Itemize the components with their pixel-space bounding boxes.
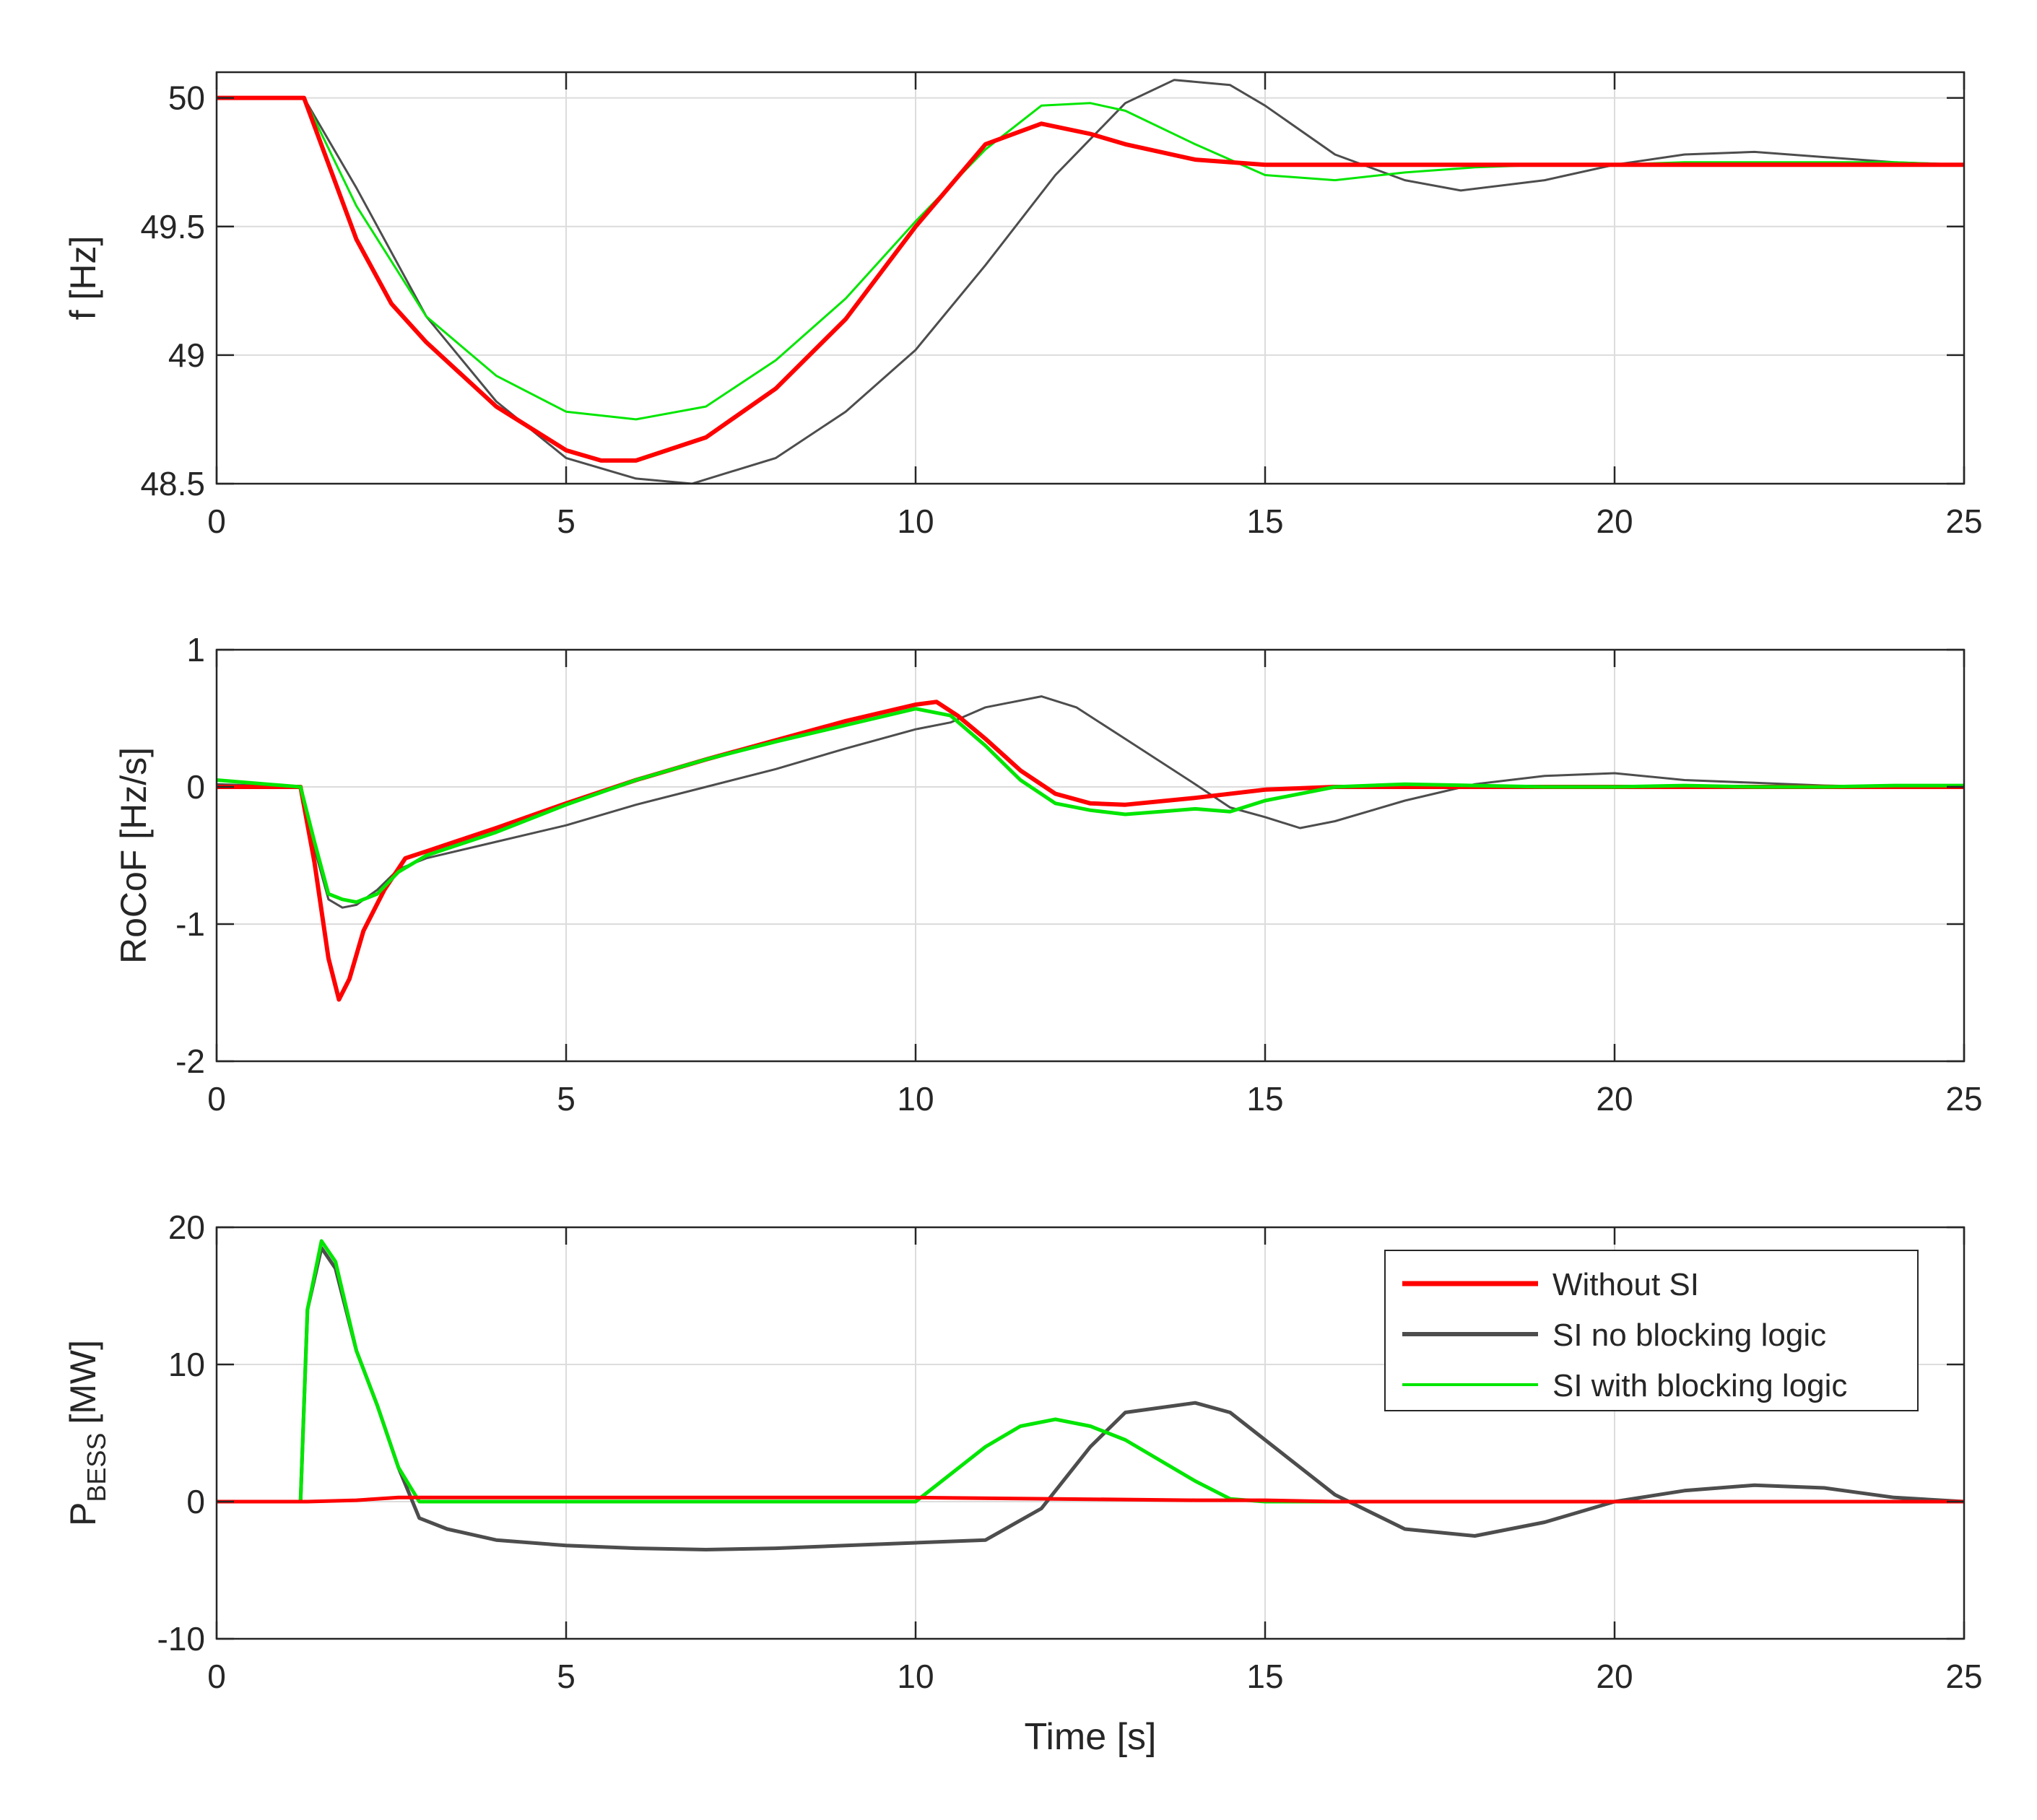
rocof-series: [217, 695, 1964, 1002]
rocof-x-tick-label: 0: [207, 1080, 226, 1118]
rocof-x-tick-label: 10: [897, 1080, 934, 1118]
frequency-axes-frame: [215, 71, 1966, 485]
frequency-x-tick-label: 20: [1596, 502, 1633, 540]
rocof-x-tick-label: 25: [1945, 1080, 1982, 1118]
frequency-series-without-si: [217, 95, 1964, 463]
frequency-y-tick-label: 49: [168, 336, 205, 374]
rocof-series-si-with-blocking-logic: [217, 707, 1964, 905]
pbess-y-label-main: P: [63, 1502, 103, 1526]
rocof-y-tick-label: 1: [186, 631, 205, 669]
rocof-x-tick-label: 15: [1246, 1080, 1283, 1118]
frequency-panel: 0 5 10 15 20 25 48.5 49 49.5 50 f [Hz]: [63, 71, 1983, 540]
frequency-x-tick-label: 25: [1945, 502, 1982, 540]
legend-label-si-no-blocking: SI no blocking logic: [1552, 1318, 1826, 1353]
pbess-y-tick-label: 20: [168, 1209, 205, 1246]
legend-label-without-si: Without SI: [1552, 1267, 1699, 1302]
pbess-x-tick-label: 15: [1246, 1658, 1283, 1695]
frequency-x-tick-label: 5: [557, 502, 576, 540]
rocof-y-tick-label: -1: [175, 905, 205, 943]
frequency-y-tick-label: 49.5: [140, 208, 205, 245]
pbess-y-label-unit: [MW]: [63, 1340, 103, 1424]
pbess-y-axis-label: PBESS [MW]: [63, 1340, 111, 1526]
rocof-panel: 0 5 10 15 20 25 -2 -1 0 1 RoCoF [Hz/s]: [113, 631, 1983, 1118]
pbess-axes-frame: [215, 1226, 1966, 1640]
frequency-x-tick-label: 10: [897, 502, 934, 540]
rocof-axes-frame: [215, 648, 1966, 1063]
pbess-y-label-subscript: BESS: [82, 1433, 111, 1502]
frequency-y-axis-label: f [Hz]: [63, 236, 103, 321]
frequency-x-tick-label: 0: [207, 502, 226, 540]
rocof-x-tick-label: 5: [557, 1080, 576, 1118]
pbess-x-tick-label: 0: [207, 1658, 226, 1695]
rocof-y-axis-label: RoCoF [Hz/s]: [113, 747, 154, 964]
pbess-x-tick-label: 20: [1596, 1658, 1633, 1695]
time-x-axis-label: Time [s]: [1025, 1716, 1157, 1758]
rocof-x-tick-label: 20: [1596, 1080, 1633, 1118]
frequency-x-tick-label: 15: [1246, 502, 1283, 540]
frequency-ticks: 0 5 10 15 20 25 48.5 49 49.5 50: [140, 72, 1983, 540]
frequency-series: [217, 79, 1964, 484]
rocof-ticks: 0 5 10 15 20 25 -2 -1 0 1: [175, 631, 1982, 1118]
rocof-y-tick-label: -2: [175, 1042, 205, 1080]
pbess-x-tick-label: 5: [557, 1658, 576, 1695]
frequency-y-tick-label: 50: [168, 79, 205, 117]
legend-box: [1384, 1250, 1919, 1411]
pbess-y-tick-label: -10: [157, 1620, 205, 1658]
pbess-y-tick-label: 0: [186, 1483, 205, 1520]
pbess-x-tick-label: 25: [1945, 1658, 1982, 1695]
frequency-y-tick-label: 48.5: [140, 465, 205, 502]
pbess-y-tick-label: 10: [168, 1346, 205, 1383]
pbess-x-tick-label: 10: [897, 1658, 934, 1695]
pbess-series-without-si: [217, 1495, 1964, 1504]
legend-label-si-with-blocking: SI with blocking logic: [1552, 1368, 1847, 1403]
legend: Without SI SI no blocking logic SI with …: [1384, 1250, 1919, 1411]
rocof-y-tick-label: 0: [186, 768, 205, 806]
pbess-series: [217, 1239, 1964, 1551]
